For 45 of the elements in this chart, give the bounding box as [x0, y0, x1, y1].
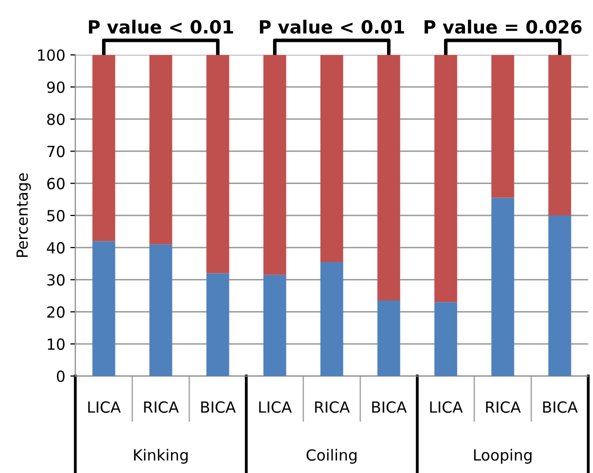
x-tick-label: RICA: [315, 401, 350, 413]
y-tick-label: 50: [47, 210, 65, 222]
y-tick-label: 100: [38, 49, 65, 61]
bar: [149, 244, 172, 376]
bar: [377, 54, 400, 301]
text: Kinking: [134, 448, 188, 464]
x-tick-label: LICA: [430, 401, 463, 413]
y-tick-label: 70: [47, 146, 65, 158]
x-tick-label: LICA: [88, 401, 121, 413]
bar: [92, 54, 116, 242]
y-tick-label: 80: [47, 114, 65, 126]
text: P value = 0.026: [424, 20, 582, 34]
text: P value < 0.01: [88, 20, 234, 34]
x-tick-label: LICA: [259, 401, 292, 413]
y-axis-title: Percentage: [16, 173, 31, 257]
bar: [377, 300, 400, 376]
bar: [263, 274, 286, 376]
y-tick-label: 90: [47, 81, 65, 94]
bar: [320, 262, 344, 376]
y-tick-label: 40: [46, 242, 65, 254]
x-tick-label: RICA: [486, 401, 521, 413]
bar: [491, 54, 514, 198]
bar: [434, 54, 458, 302]
bar: [263, 54, 286, 275]
y-tick-label: 30: [47, 274, 65, 286]
y-tick-label: 60: [47, 178, 65, 190]
y-tick-label: 10: [48, 338, 65, 350]
y-tick-label: 20: [47, 306, 65, 318]
bar: [320, 54, 344, 262]
bar: [491, 198, 514, 376]
text: Coiling: [306, 448, 356, 464]
bar: [149, 54, 172, 244]
bar: [548, 215, 572, 376]
y-tick-label: 0: [56, 370, 65, 382]
x-tick-label: BICA: [372, 401, 407, 413]
text: P value < 0.01: [260, 20, 404, 34]
bar: [206, 54, 230, 274]
bar: [206, 273, 230, 376]
bar: [434, 302, 458, 376]
bar: [548, 54, 572, 216]
x-tick-label: RICA: [144, 401, 179, 413]
text: Looping: [474, 448, 532, 464]
x-tick-label: BICA: [543, 401, 578, 413]
bar: [92, 241, 116, 376]
x-tick-label: BICA: [201, 401, 236, 413]
